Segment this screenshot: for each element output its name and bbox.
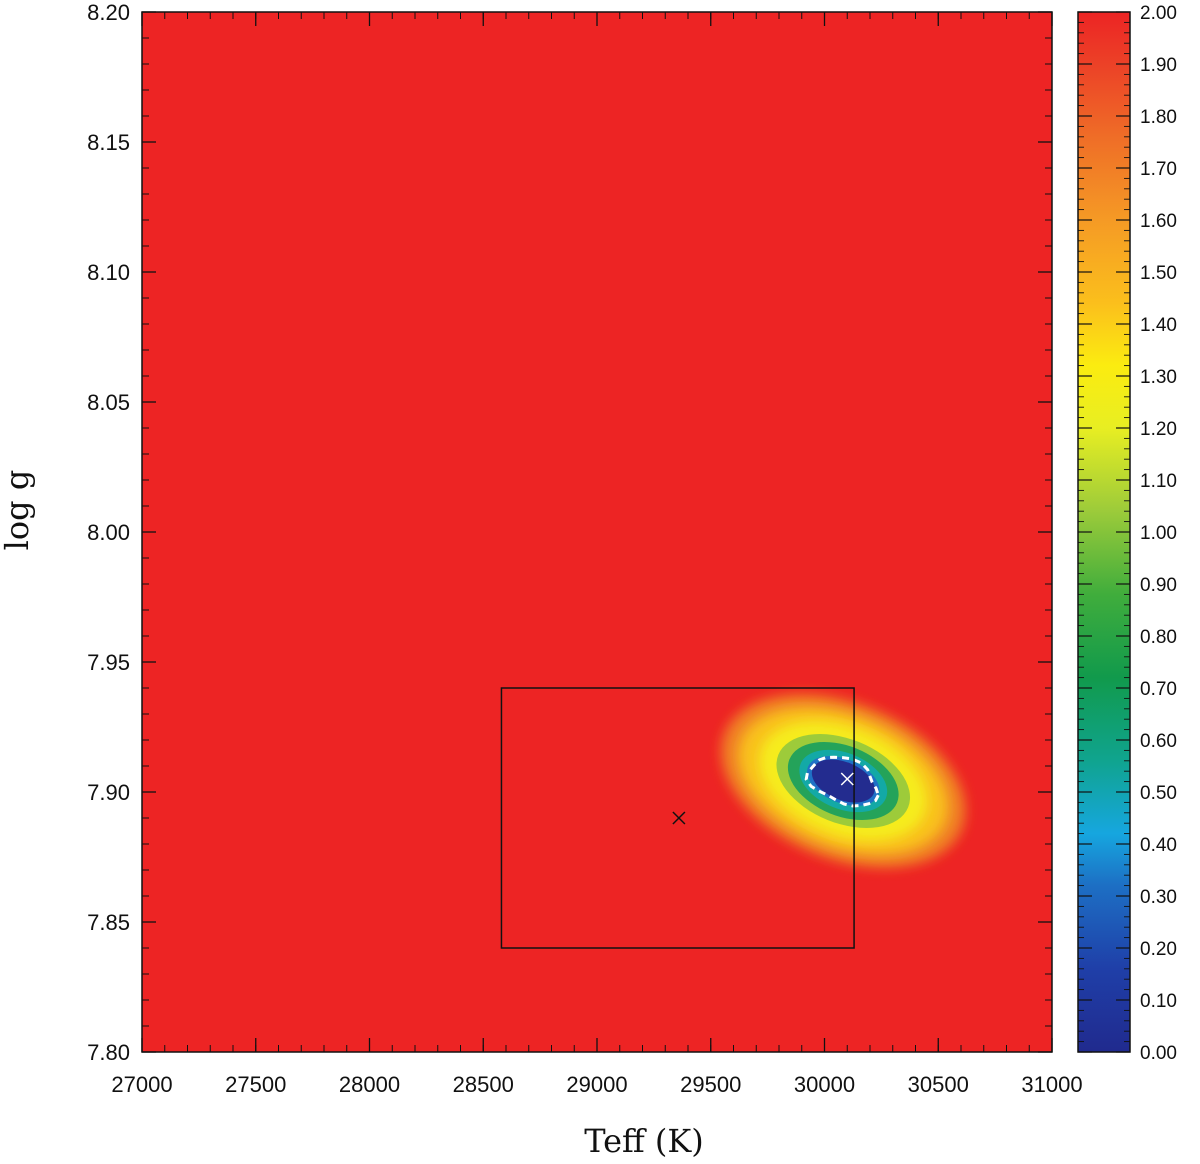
colorbar-tick-label: 0.20: [1140, 939, 1177, 960]
colorbar-tick-label: 0.10: [1140, 991, 1177, 1012]
colorbar-tick-label: 1.90: [1140, 55, 1177, 76]
heat-level-region: [811, 759, 875, 803]
y-tick-label: 8.15: [87, 130, 130, 155]
y-tick-label: 8.20: [87, 0, 130, 25]
contour-line: [804, 755, 880, 808]
colorbar-tick-label: 0.60: [1140, 731, 1177, 752]
cross-marker: [672, 811, 686, 825]
colorbar-tick-label: 1.20: [1140, 419, 1177, 440]
x-axis: 27000 27500 28000 28500 29000 29500 30000 30500…: [111, 12, 1083, 1097]
colorbar-ticks: 0.00 0.10 0.20 0.30 0.40 0.50 0.60 0.70 0.80 0.90…: [1078, 3, 1177, 1064]
colorbar-tick-label: 0.40: [1140, 835, 1177, 856]
x-axis-title: Teff (K): [584, 1122, 704, 1160]
y-tick-label: 7.80: [87, 1040, 130, 1065]
colorbar-tick-label: 1.50: [1140, 263, 1177, 284]
uncertainty-box: [500, 687, 855, 949]
colorbar-tick-label: 0.30: [1140, 887, 1177, 908]
colorbar-tick-label: 1.30: [1140, 367, 1177, 388]
x-tick-label: 29500: [680, 1072, 741, 1097]
colorbar-tick-label: 0.80: [1140, 627, 1177, 648]
y-tick-label: 8.05: [87, 390, 130, 415]
x-tick-label: 28500: [453, 1072, 514, 1097]
x-tick-label: 30500: [908, 1072, 969, 1097]
y-tick-label: 8.00: [87, 520, 130, 545]
heatmap-background: [142, 12, 1052, 1052]
x-tick-label: 30000: [794, 1072, 855, 1097]
colorbar-tick-label: 1.40: [1140, 315, 1177, 336]
y-axis: 7.80 7.85 7.90 7.95 8.00 8.05 8.10 8.15 8.20: [87, 0, 1052, 1065]
y-tick-label: 7.85: [87, 910, 130, 935]
colorbar-tick-label: 1.60: [1140, 211, 1177, 232]
colorbar-tick-label: 2.00: [1140, 3, 1177, 24]
y-tick-label: 7.90: [87, 780, 130, 805]
colorbar: 0.00 0.10 0.20 0.30 0.40 0.50 0.60 0.70 0.80 0.90…: [1077, 3, 1177, 1064]
y-tick-label: 7.95: [87, 650, 130, 675]
colorbar-tick-label: 0.50: [1140, 783, 1177, 804]
y-tick-label: 8.10: [87, 260, 130, 285]
colorbar-tick-label: 1.00: [1140, 523, 1177, 544]
colorbar-tick-label: 1.70: [1140, 159, 1177, 180]
colorbar-tick-label: 1.80: [1140, 107, 1177, 128]
colorbar-tick-label: 0.90: [1140, 575, 1177, 596]
cross-marker: [840, 772, 854, 786]
markers: [672, 772, 854, 825]
colorbar-tick-label: 1.10: [1140, 471, 1177, 492]
x-tick-label: 29000: [566, 1072, 627, 1097]
y-axis-title: log g: [0, 470, 36, 551]
colorbar-tick-label: 0.00: [1140, 1043, 1177, 1064]
x-tick-label: 28000: [339, 1072, 400, 1097]
x-tick-label: 27000: [111, 1072, 172, 1097]
x-tick-label: 27500: [225, 1072, 286, 1097]
x-tick-label: 31000: [1021, 1072, 1082, 1097]
colorbar-tick-label: 0.70: [1140, 679, 1177, 700]
plot-area: 27000 27500 28000 28500 29000 29500 30000 30500…: [87, 0, 1082, 1097]
